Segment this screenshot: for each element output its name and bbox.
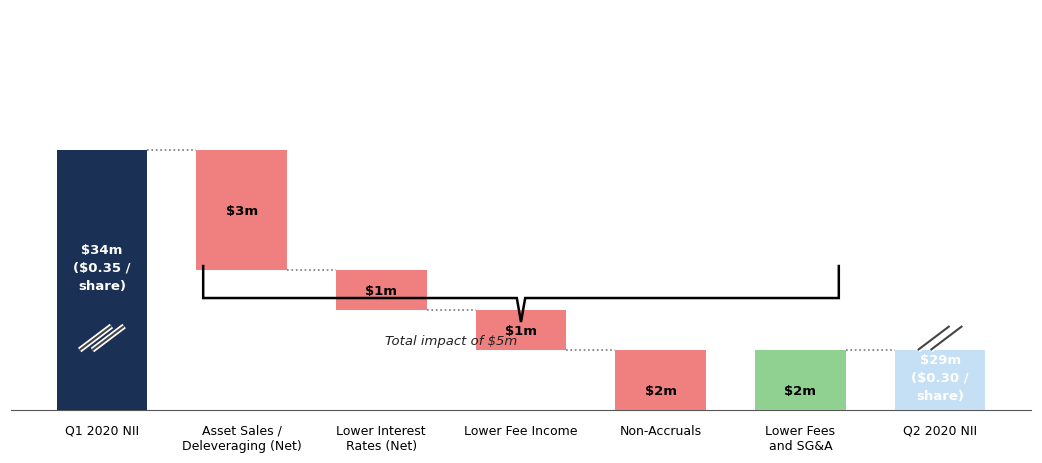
Bar (895, 350, 986, 463)
Text: $1m: $1m (366, 284, 397, 297)
Bar (56, 151, 147, 463)
Text: $29m
($0.30 /
share): $29m ($0.30 / share) (912, 353, 969, 401)
Bar (475, 310, 567, 350)
Text: $2m: $2m (645, 384, 676, 397)
Bar (755, 350, 846, 430)
Bar (336, 270, 427, 310)
Text: Total impact of $5m: Total impact of $5m (386, 334, 517, 347)
Bar (615, 350, 706, 430)
Bar (196, 151, 287, 270)
Text: $1m: $1m (505, 324, 537, 337)
Text: $2m: $2m (785, 384, 816, 397)
Text: $3m: $3m (225, 204, 257, 217)
Text: $34m
($0.35 /
share): $34m ($0.35 / share) (73, 243, 130, 292)
